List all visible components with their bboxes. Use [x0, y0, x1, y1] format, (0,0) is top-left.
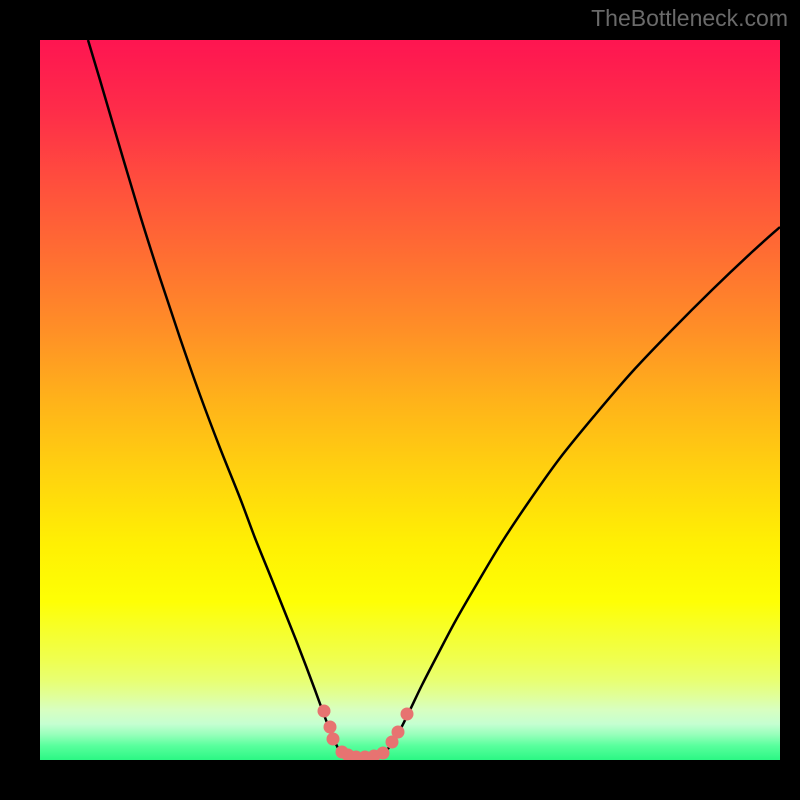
data-marker	[377, 747, 390, 760]
data-marker	[324, 721, 337, 734]
plot-background	[40, 40, 780, 760]
watermark-text: TheBottleneck.com	[591, 5, 788, 32]
bottleneck-chart	[40, 40, 780, 760]
data-marker	[401, 708, 414, 721]
data-marker	[327, 733, 340, 746]
data-marker	[392, 726, 405, 739]
data-marker	[318, 705, 331, 718]
